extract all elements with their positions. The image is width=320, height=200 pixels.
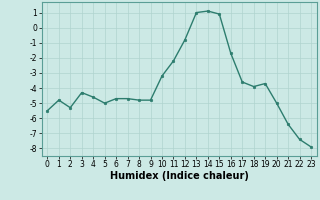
X-axis label: Humidex (Indice chaleur): Humidex (Indice chaleur) (110, 171, 249, 181)
